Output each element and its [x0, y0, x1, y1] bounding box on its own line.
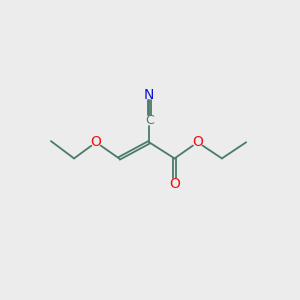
Text: O: O: [169, 177, 180, 191]
Text: N: N: [144, 88, 154, 102]
Text: O: O: [91, 135, 101, 149]
Text: O: O: [192, 135, 203, 149]
Text: C: C: [145, 114, 154, 127]
